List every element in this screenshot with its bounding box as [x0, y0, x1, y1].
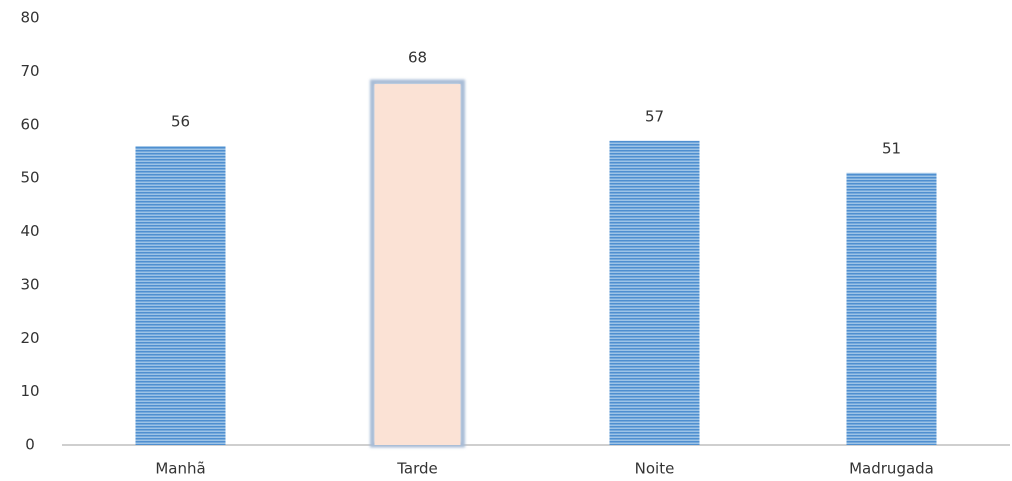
y-tick-label: 70 — [20, 62, 39, 80]
bar — [846, 172, 937, 445]
y-tick-label: 10 — [20, 382, 39, 400]
x-tick-label: Noite — [635, 460, 675, 478]
y-tick-label: 30 — [20, 275, 39, 293]
x-tick-label: Madrugada — [849, 460, 934, 478]
data-label: 68 — [408, 49, 427, 67]
x-tick-label: Manhã — [155, 460, 205, 478]
y-tick-label: 50 — [20, 169, 39, 187]
x-tick-label: Tarde — [396, 460, 438, 478]
data-label: 51 — [882, 139, 901, 157]
y-tick-label: 80 — [20, 9, 39, 27]
y-tick-label: 0 — [25, 436, 35, 454]
data-label: 57 — [645, 107, 664, 125]
y-tick-label: 60 — [20, 115, 39, 133]
bar — [374, 84, 461, 446]
bar — [609, 140, 700, 445]
data-label: 56 — [171, 113, 190, 131]
y-tick-label: 40 — [20, 222, 39, 240]
bar — [135, 146, 226, 445]
y-tick-label: 20 — [20, 329, 39, 347]
